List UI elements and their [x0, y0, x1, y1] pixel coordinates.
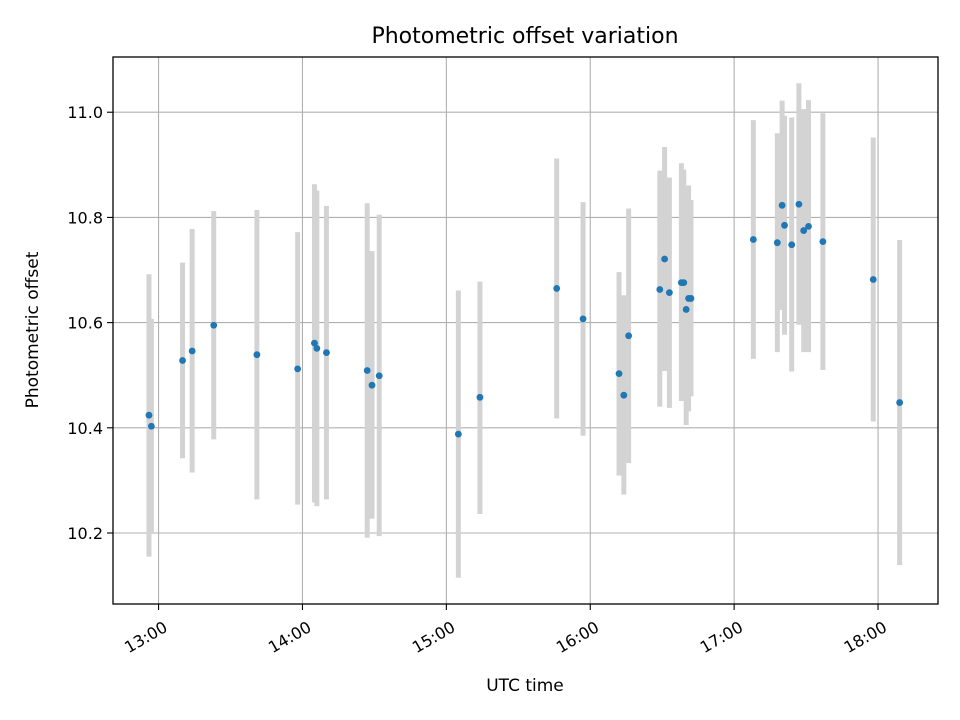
data-point — [375, 372, 383, 380]
data-points — [145, 200, 904, 438]
data-point — [253, 351, 261, 359]
y-axis: 10.2 10.4 10.6 10.8 11.0 — [67, 103, 113, 543]
data-point — [620, 391, 628, 399]
y-tick-label: 10.6 — [67, 314, 103, 333]
x-tick-label: 13:00 — [121, 617, 170, 657]
data-point — [476, 393, 484, 401]
data-point — [819, 238, 827, 246]
data-point — [615, 370, 623, 378]
data-point — [749, 236, 757, 243]
data-point — [145, 411, 153, 419]
y-tick-label: 11.0 — [67, 103, 103, 122]
x-tick-label: 18:00 — [841, 617, 890, 657]
data-point — [869, 276, 877, 283]
data-point — [147, 422, 155, 430]
data-point — [773, 239, 781, 247]
data-point — [454, 430, 462, 438]
data-point — [656, 286, 664, 293]
data-point — [687, 295, 695, 302]
y-tick-label: 10.8 — [67, 208, 103, 227]
y-axis-label: Photometric offset — [23, 251, 43, 408]
data-point — [311, 339, 318, 347]
data-point — [313, 344, 321, 352]
data-point — [294, 365, 302, 373]
data-point — [188, 347, 196, 355]
data-point — [896, 399, 904, 406]
error-bars — [146, 83, 903, 578]
data-point — [363, 367, 371, 374]
x-axis-label: UTC time — [486, 676, 564, 696]
x-axis: 13:00 14:00 15:00 16:00 17:00 18:00 — [121, 604, 890, 657]
data-point — [795, 200, 803, 208]
x-tick-label: 15:00 — [409, 617, 458, 657]
x-tick-label: 14:00 — [265, 617, 314, 657]
x-tick-label: 17:00 — [697, 617, 746, 657]
plot-frame — [112, 56, 939, 605]
data-point — [210, 321, 218, 329]
data-point — [625, 332, 633, 340]
data-point — [661, 255, 668, 263]
data-point — [553, 285, 561, 292]
data-point — [179, 357, 186, 364]
x-tick-label: 16:00 — [553, 617, 602, 657]
data-point — [680, 279, 688, 287]
data-point — [788, 241, 796, 249]
data-point — [781, 221, 788, 229]
data-point — [805, 222, 812, 230]
data-point — [682, 306, 690, 313]
data-point — [665, 289, 673, 297]
data-point — [778, 201, 786, 209]
chart-title: Photometric offset variation — [371, 24, 678, 49]
data-point — [579, 315, 587, 323]
grid — [113, 57, 938, 604]
y-tick-label: 10.4 — [67, 419, 103, 438]
data-point — [323, 349, 330, 356]
data-point — [800, 227, 808, 234]
y-tick-label: 10.2 — [67, 524, 103, 543]
data-point — [368, 381, 376, 389]
